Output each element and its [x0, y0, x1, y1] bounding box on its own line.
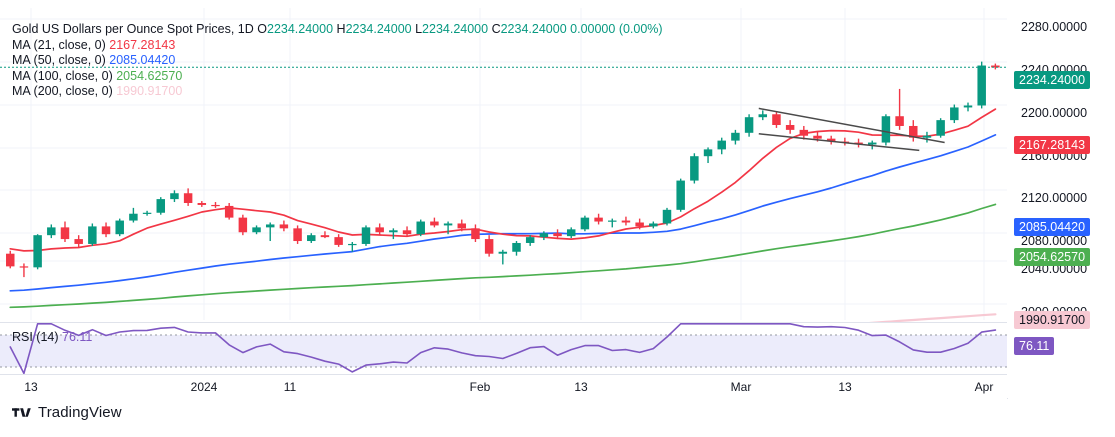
- rsi-pane[interactable]: RSI (14) 76.11: [0, 322, 1008, 376]
- time-tick-label: 11: [283, 380, 297, 394]
- price-tick-label: 2080.00000: [1021, 234, 1088, 248]
- rsi-value: 76.11: [62, 330, 93, 344]
- price-tag[interactable]: 2167.28143: [1014, 136, 1091, 154]
- price-tag[interactable]: 76.11: [1014, 337, 1055, 355]
- price-tick-label: 2280.00000: [1021, 20, 1088, 34]
- time-tick-label: 13: [24, 380, 38, 394]
- time-tick-label: Apr: [974, 380, 994, 394]
- price-tag[interactable]: 2085.04420: [1014, 218, 1091, 236]
- tradingview-logo[interactable]: TradingView: [12, 404, 122, 421]
- price-tick-label: 2200.00000: [1021, 106, 1088, 120]
- rsi-label: RSI (14): [12, 330, 59, 344]
- time-tick-label: 13: [838, 380, 852, 394]
- price-axis[interactable]: 2280.00000 2240.00000 2200.00000 2160.00000…: [1007, 8, 1115, 398]
- candlestick-series[interactable]: [0, 8, 1007, 320]
- time-tick-label: Mar: [730, 380, 752, 394]
- time-tick-label: 2024: [190, 380, 218, 394]
- trendline-annotations[interactable]: [0, 8, 1007, 320]
- price-tag[interactable]: 2234.24000: [1014, 71, 1091, 89]
- time-tick-label: Feb: [469, 380, 491, 394]
- price-tag[interactable]: 1990.91700: [1014, 311, 1091, 329]
- time-axis[interactable]: 13 2024 11 Feb 13 Mar 13 Apr: [0, 374, 1008, 399]
- price-chart-pane[interactable]: Gold US Dollars per Ounce Spot Prices, 1…: [0, 8, 1008, 330]
- rsi-series: [0, 323, 1007, 376]
- tradingview-wordmark: TradingView: [38, 404, 122, 421]
- rsi-legend[interactable]: RSI (14) 76.11: [12, 330, 92, 344]
- time-tick-label: 13: [574, 380, 588, 394]
- price-tag[interactable]: 2054.62570: [1014, 248, 1091, 266]
- tradingview-mark-icon: [12, 408, 31, 417]
- price-tick-label: 2120.00000: [1021, 191, 1088, 205]
